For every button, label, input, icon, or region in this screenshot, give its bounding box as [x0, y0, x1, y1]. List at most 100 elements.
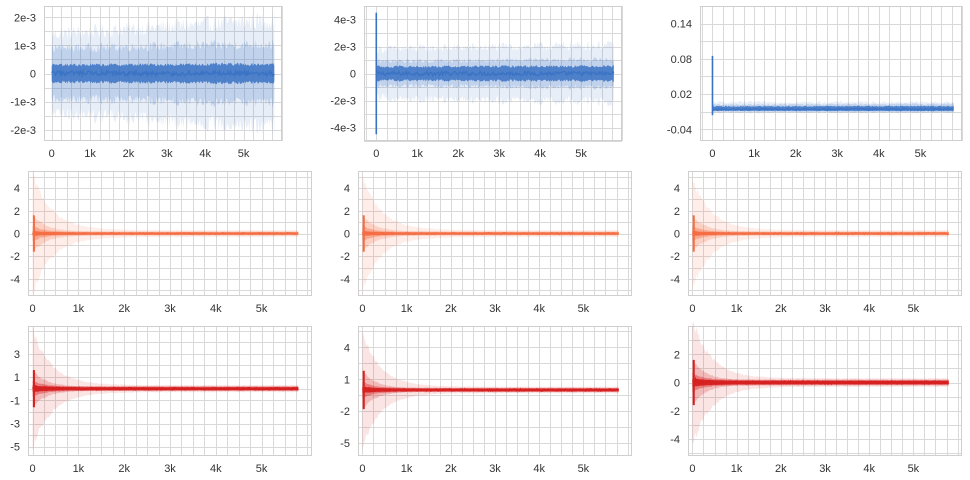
x-tick-label: 1k	[84, 148, 96, 160]
y-tick-label: 2	[674, 206, 680, 218]
y-tick-label: -4	[670, 434, 680, 446]
x-tick-label: 5k	[578, 303, 590, 315]
plot-frame	[44, 6, 282, 141]
y-tick-label: -5	[10, 442, 20, 454]
x-tick-label: 3k	[164, 303, 176, 315]
x-tick-label: 3k	[489, 463, 501, 475]
x-tick-label: 0	[30, 463, 36, 475]
x-tick-label: 0	[359, 303, 365, 315]
plot-frame	[364, 6, 622, 141]
plot-frame	[688, 171, 962, 296]
chart-svg-p32: 0 1k 2k 3k 4k 5k 4 1 -2 -5	[340, 326, 632, 475]
x-tick-label: 5k	[575, 148, 587, 160]
y-tick-label: -3	[10, 419, 20, 431]
y-tick-label: -4	[340, 274, 350, 286]
x-tick-label: 3k	[819, 303, 831, 315]
median-line	[361, 386, 620, 393]
median-band	[692, 378, 949, 387]
x-tick-label: 0	[689, 463, 695, 475]
y-tick-label: 4	[344, 342, 350, 354]
x-tick-label: 1k	[401, 463, 413, 475]
y-tick-label: -2	[670, 251, 680, 263]
x-tick-label: 5k	[908, 463, 920, 475]
chart-panel-p23: 0 1k 2k 3k 4k 5k 4 2 0 -2 -4	[650, 165, 970, 320]
x-tick-label: 2k	[118, 303, 130, 315]
y-tick-label: 0.14	[671, 19, 692, 31]
chart-panel-p33: 0 1k 2k 3k 4k 5k 2 0 -2 -4	[650, 320, 970, 480]
y-tick-label: -5	[340, 438, 350, 450]
x-tick-label: 3k	[493, 148, 505, 160]
y-tick-label: -2	[340, 251, 350, 263]
x-tick-label: 3k	[831, 148, 843, 160]
y-tick-label: 1e-3	[14, 40, 36, 52]
y-tick-label: 1	[344, 374, 350, 386]
y-tick-label: 0	[30, 69, 36, 81]
chart-svg-p22: 0 1k 2k 3k 4k 5k 4 2 0 -2 -4	[340, 171, 632, 315]
x-tick-label: 4k	[533, 463, 545, 475]
x-tick-label: 1k	[731, 463, 743, 475]
median-line	[32, 384, 299, 392]
median-line	[375, 69, 615, 78]
x-tick-label: 2k	[790, 148, 802, 160]
plot-frame	[358, 326, 632, 456]
y-tick-label: -4	[10, 274, 20, 286]
x-tick-label: 5k	[256, 463, 268, 475]
y-tick-label: 2	[14, 206, 20, 218]
y-tick-label: -1e-3	[10, 97, 36, 109]
x-tick-label: 5k	[256, 303, 268, 315]
x-tick-label: 1k	[73, 303, 85, 315]
x-tick-label: 4k	[534, 148, 546, 160]
x-tick-label: 5k	[578, 463, 590, 475]
y-tick-label: 0	[674, 229, 680, 241]
chart-svg-p11: 0 1k 2k 3k 4k 5k 2e-3 1e-3 0 -1e-3 -2e-3	[10, 6, 283, 160]
x-tick-label: 4k	[873, 148, 885, 160]
median-line	[31, 230, 299, 238]
y-tick-label: -4e-3	[330, 123, 356, 135]
x-tick-label: 1k	[401, 303, 413, 315]
x-tick-label: 5k	[915, 148, 927, 160]
x-tick-label: 1k	[411, 148, 423, 160]
y-tick-label: -0.04	[667, 124, 692, 136]
median-line	[712, 107, 954, 112]
y-tick-label: -4	[670, 274, 680, 286]
y-tick-label: 1	[14, 372, 20, 384]
y-tick-label: -2	[10, 251, 20, 263]
x-tick-label: 2k	[452, 148, 464, 160]
x-tick-label: 1k	[731, 303, 743, 315]
chart-panel-p12: 0 1k 2k 3k 4k 5k 4e-3 2e-3 0 -2e-3 -4e-3	[320, 0, 630, 165]
x-tick-label: 0	[49, 148, 55, 160]
y-tick-label: 4	[14, 183, 20, 195]
y-tick-label: 4	[674, 183, 680, 195]
y-tick-label: -2e-3	[10, 125, 36, 137]
x-tick-label: 3k	[489, 303, 501, 315]
y-tick-label: 2e-3	[334, 42, 356, 54]
x-tick-label: 2k	[775, 303, 787, 315]
x-tick-label: 2k	[123, 148, 135, 160]
x-tick-label: 3k	[161, 148, 173, 160]
plot-frame	[700, 6, 962, 141]
y-tick-label: -2	[340, 406, 350, 418]
y-tick-label: 2e-3	[14, 12, 36, 24]
plot-frame	[358, 171, 632, 296]
chart-panel-p13: 0 1k 2k 3k 4k 5k 0.14 0.08 0.02 -0.04	[650, 0, 970, 165]
x-tick-label: 2k	[445, 463, 457, 475]
x-tick-label: 4k	[863, 303, 875, 315]
x-tick-label: 3k	[164, 463, 176, 475]
chart-panel-p32: 0 1k 2k 3k 4k 5k 4 1 -2 -5	[320, 320, 640, 480]
median-line	[51, 68, 275, 79]
median-line	[691, 230, 949, 236]
chart-svg-p31: 0 1k 2k 3k 4k 5k 3 1 -1 -3 -5	[10, 326, 312, 475]
x-tick-label: 0	[689, 303, 695, 315]
median-line	[692, 376, 949, 387]
x-tick-label: 0	[709, 148, 715, 160]
median-line	[361, 231, 620, 237]
chart-svg-p33: 0 1k 2k 3k 4k 5k 2 0 -2 -4	[670, 321, 962, 475]
x-tick-label: 2k	[775, 463, 787, 475]
x-tick-label: 4k	[533, 303, 545, 315]
y-tick-label: -2e-3	[330, 96, 356, 108]
y-tick-label: 0	[14, 229, 20, 241]
x-tick-label: 4k	[199, 148, 211, 160]
y-tick-label: 0	[350, 69, 356, 81]
y-tick-label: -2	[670, 406, 680, 418]
